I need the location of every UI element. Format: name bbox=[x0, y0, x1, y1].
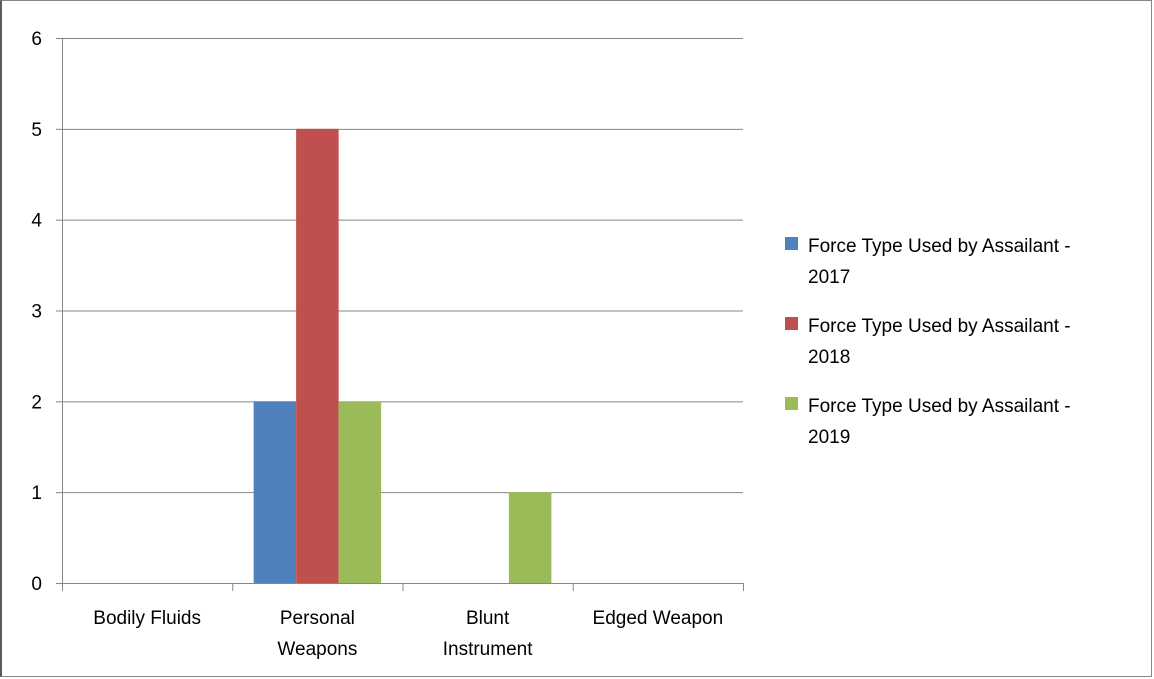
gridlines bbox=[62, 38, 743, 494]
bar bbox=[253, 401, 297, 583]
x-tick-label: Edged Weapon bbox=[593, 608, 724, 629]
legend-label: 2018 bbox=[808, 347, 850, 368]
legend-label: Force Type Used by Assailant - bbox=[808, 396, 1071, 417]
y-tick-label: 1 bbox=[31, 483, 42, 504]
x-tick-labels: Bodily Fluids Personal Weapons Blunt Instrum… bbox=[93, 608, 723, 660]
x-tick-label: Personal bbox=[280, 608, 355, 629]
y-tick-label: 4 bbox=[31, 211, 42, 232]
legend-swatch bbox=[785, 237, 798, 250]
y-tick-label: 6 bbox=[31, 29, 42, 50]
y-tick-label: 2 bbox=[31, 392, 42, 413]
legend-label: 2017 bbox=[808, 267, 850, 288]
bars bbox=[253, 128, 552, 583]
legend-swatch bbox=[785, 317, 798, 330]
legend-label: 2019 bbox=[808, 427, 850, 448]
y-tick-label: 0 bbox=[31, 574, 42, 595]
x-tick-label: Blunt bbox=[466, 608, 510, 629]
bar bbox=[338, 401, 382, 583]
bar bbox=[508, 492, 552, 583]
y-tick-label: 3 bbox=[31, 302, 42, 323]
legend-label: Force Type Used by Assailant - bbox=[808, 236, 1071, 257]
bar bbox=[296, 128, 339, 583]
x-tick-label: Weapons bbox=[277, 639, 357, 660]
y-tick-label: 5 bbox=[31, 120, 42, 141]
y-tick-labels: 0 1 2 3 4 5 6 bbox=[31, 29, 42, 595]
legend-label: Force Type Used by Assailant - bbox=[808, 316, 1071, 337]
x-tick-label: Instrument bbox=[443, 639, 533, 660]
axes bbox=[56, 38, 744, 591]
x-tick-label: Bodily Fluids bbox=[93, 608, 201, 629]
legend-swatch bbox=[785, 397, 798, 410]
legend: Force Type Used by Assailant - 2017 Force … bbox=[785, 236, 1071, 448]
